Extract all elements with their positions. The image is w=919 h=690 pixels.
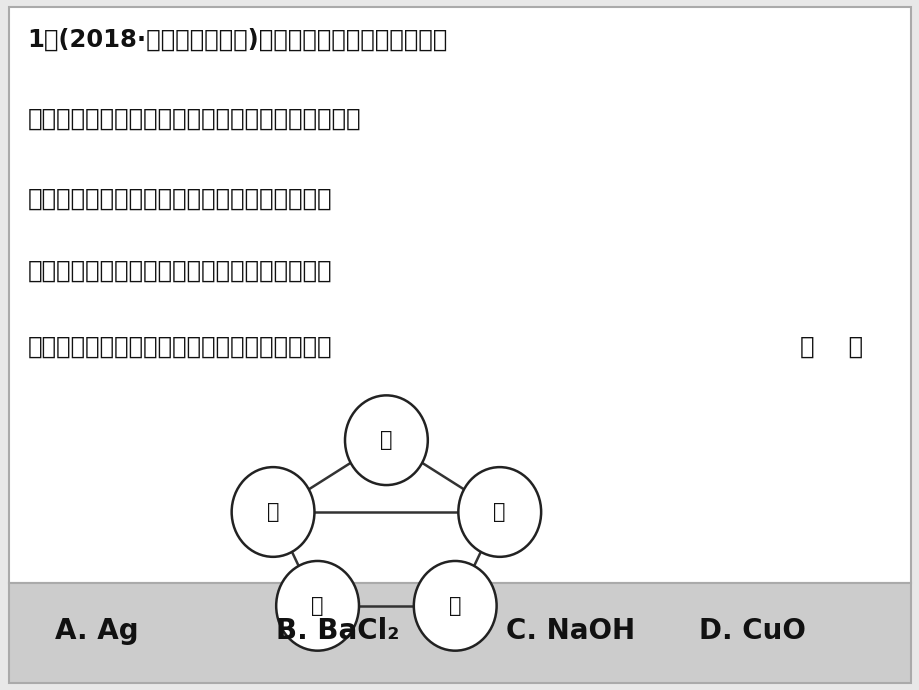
Text: A. Ag: A. Ag	[55, 618, 139, 645]
Text: 丁: 丁	[448, 596, 461, 615]
Ellipse shape	[345, 395, 427, 485]
FancyBboxPatch shape	[9, 7, 910, 583]
Text: C. NaOH: C. NaOH	[505, 618, 634, 645]
Ellipse shape	[276, 561, 358, 651]
Text: 酸钠中的一种。连线两端的物质间能发生化学反: 酸钠中的一种。连线两端的物质间能发生化学反	[28, 186, 332, 210]
Text: 乙: 乙	[267, 502, 279, 522]
Text: （    ）: （ ）	[800, 335, 862, 359]
FancyBboxPatch shape	[9, 583, 910, 683]
Ellipse shape	[414, 561, 496, 651]
Text: 丙: 丙	[311, 596, 323, 615]
Text: B. BaCl₂: B. BaCl₂	[276, 618, 399, 645]
Text: 1．(2018·漳州龙文区模拟)如图所示，甲、乙、丙、丁、: 1．(2018·漳州龙文区模拟)如图所示，甲、乙、丙、丁、	[28, 28, 448, 52]
Ellipse shape	[458, 467, 540, 557]
Text: 应，甲与戊反应产生的气体能使澄清石灰水变浑: 应，甲与戊反应产生的气体能使澄清石灰水变浑	[28, 259, 332, 283]
Text: D. CuO: D. CuO	[698, 618, 805, 645]
Text: 浊，丙溶液为蓝色。下列能替代图中丁物质的是: 浊，丙溶液为蓝色。下列能替代图中丁物质的是	[28, 335, 332, 359]
Text: 甲: 甲	[380, 431, 392, 450]
Ellipse shape	[232, 467, 314, 557]
Text: 戊五种物质分别是铁、盐酸、氢氧化钙、硫酸铜、碳: 戊五种物质分别是铁、盐酸、氢氧化钙、硫酸铜、碳	[28, 107, 361, 131]
Text: 戊: 戊	[493, 502, 505, 522]
